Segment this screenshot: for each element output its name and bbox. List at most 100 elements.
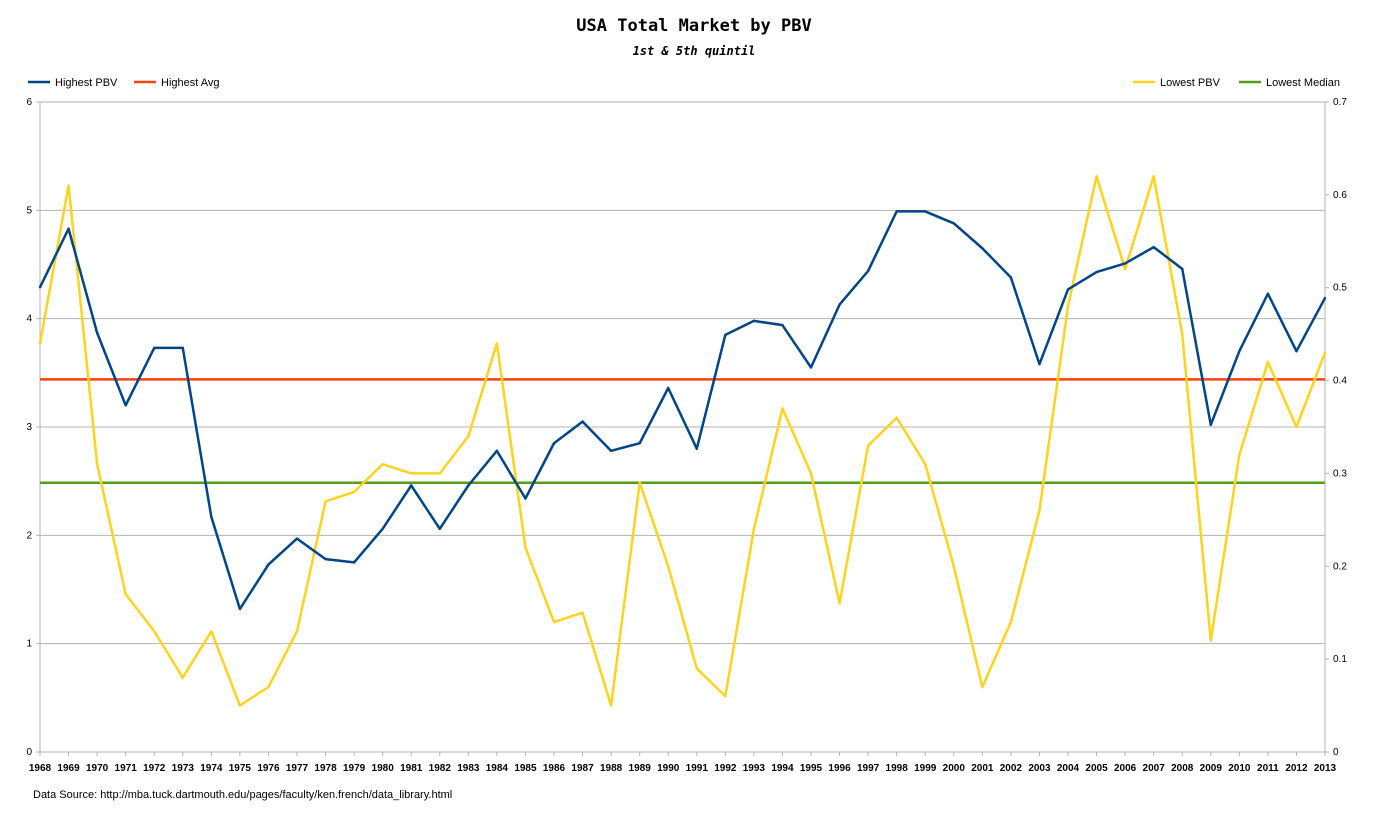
y-axis-left: 0 1 2 3 4 5 6: [26, 97, 40, 758]
series-lowest-pbv-point: [695, 667, 698, 670]
series-highest-pbv-point: [295, 537, 299, 540]
series-highest-pbv-point: [866, 269, 870, 273]
x-tick-label: 1968: [29, 763, 52, 774]
series-highest-pbv-point: [524, 497, 527, 500]
series-lowest-pbv-point: [581, 611, 584, 614]
y-right-tick-label: 0.5: [1333, 283, 1347, 294]
series-lowest-pbv-point: [38, 342, 42, 345]
x-tick-label: 1978: [314, 763, 337, 774]
series-highest-pbv-point: [381, 527, 384, 531]
series-lowest-pbv-point: [524, 546, 527, 549]
series-highest-pbv-point: [153, 346, 156, 350]
x-tick-label: 1979: [343, 763, 366, 774]
x-tick-label: 2010: [1228, 763, 1251, 774]
series-highest-pbv-point: [952, 222, 955, 225]
x-tick-label: 2007: [1143, 763, 1166, 774]
series-highest-pbv-point: [238, 607, 242, 611]
grid-lines: [39, 101, 1326, 753]
series-lowest-pbv-line: [38, 175, 1327, 707]
x-tick-label: 1990: [657, 763, 680, 774]
series-highest-pbv-point: [1009, 276, 1013, 279]
series-highest-pbv-point: [581, 420, 584, 423]
series-lowest-pbv-point: [95, 462, 99, 466]
series-lowest-pbv-point: [667, 565, 670, 568]
y-left-tick-label: 1: [26, 639, 32, 650]
legend-label-highest-pbv: Highest PBV: [55, 77, 118, 89]
x-tick-label: 2003: [1028, 763, 1051, 774]
series-lowest-pbv-point: [381, 462, 384, 466]
series-lowest-pbv-point: [1152, 175, 1155, 178]
series-lowest-pbv-point: [467, 435, 470, 438]
x-tick-label: 1989: [629, 763, 652, 774]
x-tick-label: 2005: [1085, 763, 1108, 774]
x-tick-label: 1971: [115, 763, 138, 774]
series-highest-pbv-point: [981, 247, 984, 250]
y-left-tick-label: 6: [26, 97, 32, 108]
x-tick-label: 1976: [257, 763, 280, 774]
series-highest-pbv-point: [38, 286, 42, 289]
x-tick-label: 1997: [857, 763, 880, 774]
x-tick-label: 2008: [1171, 763, 1194, 774]
x-axis: 1968 1969 1970 1971 1972 1973 1974 1975 1976 1977…: [29, 752, 1337, 774]
series-highest-pbv-point: [410, 484, 413, 487]
x-tick-label: 1999: [914, 763, 937, 774]
series-lowest-pbv-point: [866, 444, 870, 447]
chart-subtitle: 1st & 5th quintil: [633, 44, 756, 58]
series-lowest-pbv-point: [809, 472, 813, 475]
series-highest-pbv-point: [724, 333, 727, 337]
series-lowest-pbv-point: [752, 527, 756, 531]
x-tick-label: 1995: [800, 763, 823, 774]
y-left-tick-label: 2: [26, 530, 32, 541]
series-highest-pbv-point: [1095, 270, 1098, 274]
x-tick-label: 1980: [372, 763, 395, 774]
x-tick-label: 1993: [743, 763, 766, 774]
series-lowest-pbv-point: [552, 620, 556, 624]
series-lowest-pbv-point: [1038, 509, 1041, 512]
series-highest-pbv-point: [324, 557, 327, 561]
series-lowest-pbv-point: [352, 490, 356, 494]
series-lowest-pbv-point: [1181, 332, 1184, 336]
series-lowest-pbv-point: [638, 481, 641, 484]
y-right-tick-label: 0.3: [1333, 468, 1347, 479]
x-tick-label: 2009: [1200, 763, 1223, 774]
x-tick-label: 1984: [486, 763, 509, 774]
x-tick-label: 1969: [57, 763, 80, 774]
series-lowest-pbv-point: [1323, 351, 1327, 354]
y-left-tick-label: 5: [26, 205, 32, 216]
legend-right: Lowest PBV Lowest Median: [1133, 77, 1340, 89]
x-tick-label: 1992: [714, 763, 737, 774]
legend-label-highest-avg: Highest Avg: [161, 77, 220, 89]
legend-label-lowest-median: Lowest Median: [1266, 77, 1340, 89]
series-highest-pbv-point: [1209, 423, 1212, 427]
y-left-tick-label: 4: [26, 314, 32, 325]
y-right-tick-label: 0.7: [1333, 97, 1347, 108]
series-lowest-pbv-point: [181, 676, 184, 679]
series-highest-pbv-point: [609, 449, 613, 453]
series-highest-pbv-point: [781, 323, 784, 327]
y-right-tick-label: 0.2: [1333, 561, 1347, 572]
series-highest-pbv-point: [352, 561, 356, 564]
series-lowest-pbv-point: [981, 685, 984, 689]
series-highest-pbv-point: [667, 386, 670, 390]
series-highest-pbv-point: [95, 331, 99, 334]
series-lowest-pbv-point: [410, 472, 413, 475]
series-highest-pbv-point: [1266, 292, 1270, 295]
series-lowest-pbv-point: [1266, 360, 1270, 364]
series-lowest-pbv-point: [952, 565, 955, 568]
chart-title: USA Total Market by PBV: [576, 16, 811, 36]
series-highest-pbv-point: [267, 563, 270, 566]
y-right-tick-label: 0.1: [1333, 654, 1347, 665]
y-left-tick-label: 0: [26, 747, 32, 758]
series-lowest-pbv-point: [267, 685, 270, 689]
series-highest-pbv-point: [1152, 245, 1155, 249]
x-tick-label: 1987: [571, 763, 594, 774]
series-lowest-pbv-point: [1009, 620, 1013, 624]
series-highest-pbv-point: [1238, 349, 1241, 353]
x-tick-label: 1986: [543, 763, 566, 774]
series-highest-pbv-point: [552, 442, 556, 445]
series-lowest-pbv-point: [895, 416, 898, 419]
series-highest-pbv-point: [1323, 296, 1327, 300]
series-highest-pbv-point: [695, 447, 698, 450]
x-tick-label: 1985: [514, 763, 537, 774]
series-lowest-pbv-point: [781, 407, 784, 410]
